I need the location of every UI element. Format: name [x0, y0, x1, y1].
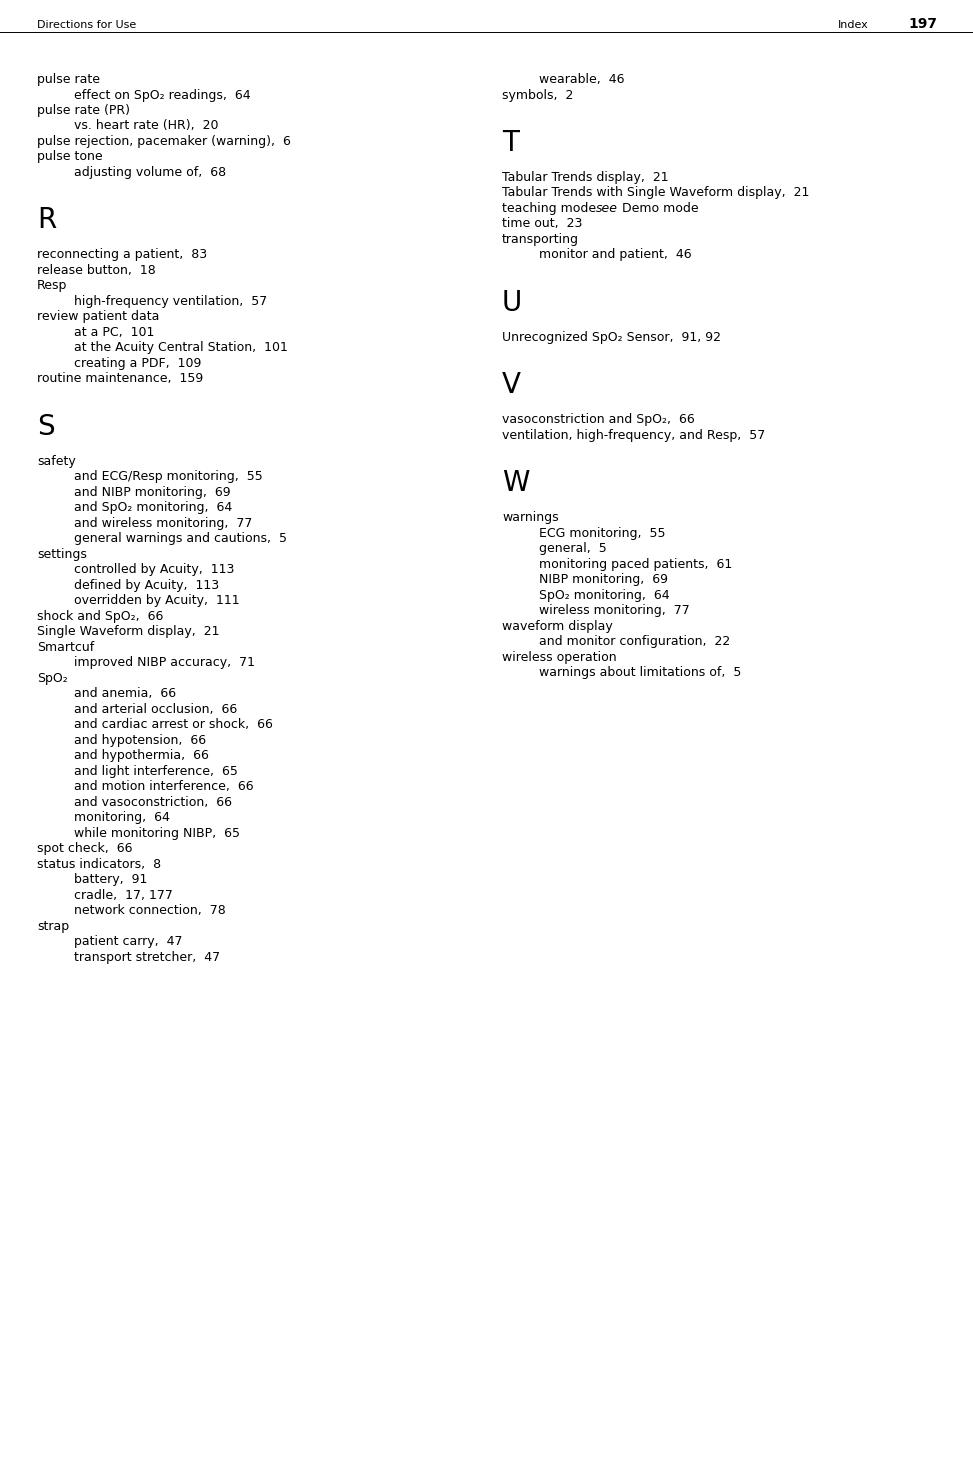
Text: adjusting volume of,  68: adjusting volume of, 68: [74, 166, 226, 179]
Text: R: R: [37, 206, 56, 234]
Text: and anemia,  66: and anemia, 66: [74, 687, 176, 700]
Text: routine maintenance,  159: routine maintenance, 159: [37, 372, 203, 385]
Text: Smartcuf: Smartcuf: [37, 641, 94, 655]
Text: settings: settings: [37, 549, 87, 560]
Text: and wireless monitoring,  77: and wireless monitoring, 77: [74, 516, 252, 530]
Text: and hypothermia,  66: and hypothermia, 66: [74, 750, 209, 762]
Text: release button,  18: release button, 18: [37, 263, 156, 277]
Text: ECG monitoring,  55: ECG monitoring, 55: [539, 527, 666, 540]
Text: and cardiac arrest or shock,  66: and cardiac arrest or shock, 66: [74, 718, 272, 731]
Text: spot check,  66: spot check, 66: [37, 843, 132, 856]
Text: Single Waveform display,  21: Single Waveform display, 21: [37, 625, 220, 638]
Text: symbols,  2: symbols, 2: [502, 88, 573, 101]
Text: warnings: warnings: [502, 512, 559, 525]
Text: transport stretcher,  47: transport stretcher, 47: [74, 950, 220, 964]
Text: cradle,  17, 177: cradle, 17, 177: [74, 888, 173, 902]
Text: effect on SpO₂ readings,  64: effect on SpO₂ readings, 64: [74, 88, 251, 101]
Text: SpO₂: SpO₂: [37, 672, 68, 685]
Text: Tabular Trends display,  21: Tabular Trends display, 21: [502, 171, 668, 184]
Text: battery,  91: battery, 91: [74, 874, 147, 887]
Text: monitor and patient,  46: monitor and patient, 46: [539, 249, 692, 262]
Text: and light interference,  65: and light interference, 65: [74, 765, 237, 778]
Text: strap: strap: [37, 919, 69, 933]
Text: transporting: transporting: [502, 232, 579, 246]
Text: improved NIBP accuracy,  71: improved NIBP accuracy, 71: [74, 656, 255, 669]
Text: SpO₂ monitoring,  64: SpO₂ monitoring, 64: [539, 588, 669, 602]
Text: monitoring,  64: monitoring, 64: [74, 812, 170, 825]
Text: vs. heart rate (HR),  20: vs. heart rate (HR), 20: [74, 119, 219, 132]
Text: defined by Acuity,  113: defined by Acuity, 113: [74, 580, 219, 591]
Text: patient carry,  47: patient carry, 47: [74, 936, 183, 949]
Text: teaching mode: teaching mode: [502, 202, 596, 215]
Text: time out,  23: time out, 23: [502, 218, 583, 231]
Text: review patient data: review patient data: [37, 310, 160, 324]
Text: and monitor configuration,  22: and monitor configuration, 22: [539, 635, 731, 649]
Text: 197: 197: [908, 18, 937, 31]
Text: reconnecting a patient,  83: reconnecting a patient, 83: [37, 249, 207, 262]
Text: NIBP monitoring,  69: NIBP monitoring, 69: [539, 574, 668, 587]
Text: at the Acuity Central Station,  101: at the Acuity Central Station, 101: [74, 341, 288, 355]
Text: wireless operation: wireless operation: [502, 652, 617, 663]
Text: general,  5: general, 5: [539, 543, 607, 556]
Text: V: V: [502, 372, 521, 400]
Text: and vasoconstriction,  66: and vasoconstriction, 66: [74, 796, 232, 809]
Text: Index: Index: [838, 21, 869, 29]
Text: Directions for Use: Directions for Use: [37, 21, 136, 29]
Text: see: see: [596, 202, 618, 215]
Text: and SpO₂ monitoring,  64: and SpO₂ monitoring, 64: [74, 502, 233, 515]
Text: T: T: [502, 129, 519, 157]
Text: pulse tone: pulse tone: [37, 150, 102, 163]
Text: pulse rejection, pacemaker (warning),  6: pulse rejection, pacemaker (warning), 6: [37, 135, 291, 149]
Text: Unrecognized SpO₂ Sensor,  91, 92: Unrecognized SpO₂ Sensor, 91, 92: [502, 331, 721, 344]
Text: and arterial occlusion,  66: and arterial occlusion, 66: [74, 703, 237, 716]
Text: monitoring paced patients,  61: monitoring paced patients, 61: [539, 558, 733, 571]
Text: creating a PDF,  109: creating a PDF, 109: [74, 357, 201, 371]
Text: and hypotension,  66: and hypotension, 66: [74, 734, 206, 747]
Text: U: U: [502, 288, 523, 316]
Text: safety: safety: [37, 455, 76, 468]
Text: status indicators,  8: status indicators, 8: [37, 858, 162, 871]
Text: controlled by Acuity,  113: controlled by Acuity, 113: [74, 563, 234, 577]
Text: at a PC,  101: at a PC, 101: [74, 327, 155, 338]
Text: pulse rate (PR): pulse rate (PR): [37, 104, 130, 118]
Text: Tabular Trends with Single Waveform display,  21: Tabular Trends with Single Waveform disp…: [502, 187, 810, 200]
Text: while monitoring NIBP,  65: while monitoring NIBP, 65: [74, 827, 240, 840]
Text: pulse rate: pulse rate: [37, 74, 100, 85]
Text: high-frequency ventilation,  57: high-frequency ventilation, 57: [74, 296, 268, 307]
Text: Resp: Resp: [37, 279, 67, 293]
Text: warnings about limitations of,  5: warnings about limitations of, 5: [539, 666, 741, 680]
Text: network connection,  78: network connection, 78: [74, 905, 226, 918]
Text: and NIBP monitoring,  69: and NIBP monitoring, 69: [74, 485, 231, 499]
Text: S: S: [37, 413, 54, 441]
Text: overridden by Acuity,  111: overridden by Acuity, 111: [74, 594, 239, 608]
Text: ventilation, high-frequency, and Resp,  57: ventilation, high-frequency, and Resp, 5…: [502, 430, 765, 441]
Text: general warnings and cautions,  5: general warnings and cautions, 5: [74, 533, 287, 546]
Text: vasoconstriction and SpO₂,  66: vasoconstriction and SpO₂, 66: [502, 413, 695, 427]
Text: wearable,  46: wearable, 46: [539, 74, 625, 85]
Text: wireless monitoring,  77: wireless monitoring, 77: [539, 605, 690, 618]
Text: and ECG/Resp monitoring,  55: and ECG/Resp monitoring, 55: [74, 471, 263, 484]
Text: and motion interference,  66: and motion interference, 66: [74, 781, 254, 793]
Text: waveform display: waveform display: [502, 619, 613, 633]
Text: shock and SpO₂,  66: shock and SpO₂, 66: [37, 610, 163, 624]
Text: Demo mode: Demo mode: [618, 202, 699, 215]
Text: W: W: [502, 469, 529, 497]
